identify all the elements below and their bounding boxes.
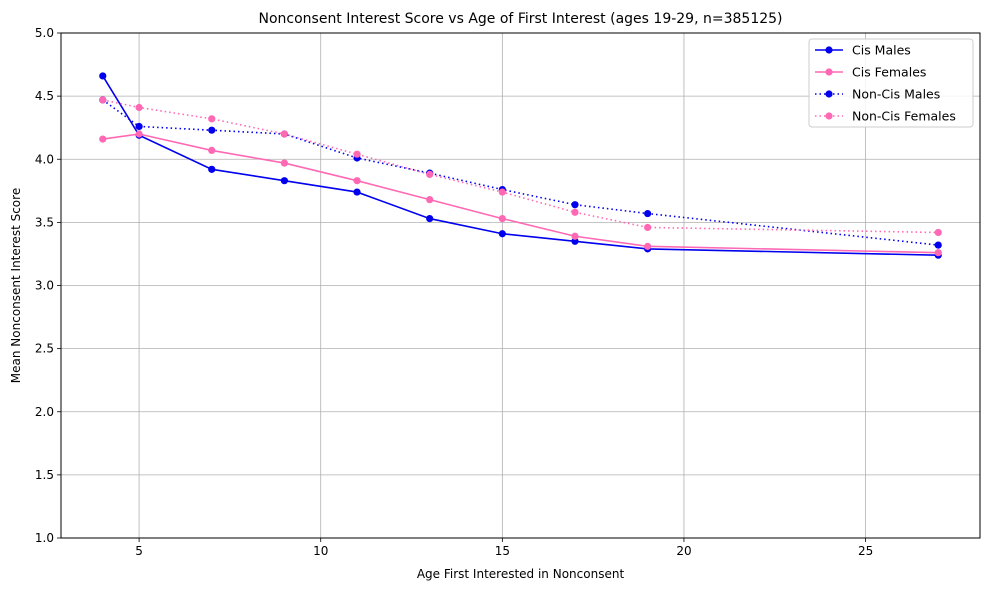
data-point-cis-females <box>135 130 143 138</box>
data-point-cis-females <box>426 196 434 204</box>
series-layer <box>99 72 942 259</box>
data-point-non-cis-females <box>280 130 288 138</box>
legend-marker-cis-males <box>825 46 833 54</box>
data-point-non-cis-females <box>99 96 107 104</box>
series-cis-females <box>99 130 942 257</box>
data-point-non-cis-males <box>135 122 143 131</box>
legend-marker-non-cis-females <box>825 112 833 120</box>
legend: Cis Males Cis Females Non-Cis Males Non-Cis… <box>808 38 974 128</box>
data-point-non-cis-females <box>208 115 216 123</box>
legend-label-cis-females: Cis Females <box>852 65 926 80</box>
legend-entry-cis-females: Cis Females <box>815 65 926 80</box>
legend-entry-non-cis-males: Non-Cis Males <box>815 87 940 102</box>
data-point-non-cis-males <box>571 201 579 209</box>
data-point-cis-females <box>99 135 107 143</box>
y-tick-label: 2.0 <box>35 405 54 419</box>
series-line-cis-males <box>102 75 939 256</box>
series-line-non-cis-females <box>102 99 939 234</box>
legend-marker-cis-females <box>825 68 833 76</box>
legend-label-non-cis-males: Non-Cis Males <box>852 87 940 102</box>
data-point-non-cis-males <box>208 126 216 134</box>
data-point-non-cis-females <box>571 208 579 216</box>
legend-label-cis-males: Cis Males <box>852 43 911 58</box>
data-point-cis-males <box>571 237 579 245</box>
legend-entry-cis-males: Cis Males <box>815 43 911 58</box>
series-line-cis-females <box>102 133 939 254</box>
y-tick-label: 1.0 <box>35 531 54 545</box>
data-point-cis-males <box>353 188 361 196</box>
ticks: 5 10 15 20 25 1.0 1.5 2.0 2.5 3.0 3.5 4.0 4.5 5.0 <box>35 26 873 558</box>
data-point-cis-males <box>498 230 506 238</box>
data-point-cis-males <box>280 177 288 185</box>
data-point-cis-males <box>426 214 434 223</box>
y-axis-label: Mean Nonconsent Interest Score <box>9 188 23 383</box>
data-point-cis-females <box>934 249 942 257</box>
data-point-cis-females <box>498 214 506 223</box>
data-point-cis-males <box>208 165 216 173</box>
x-tick-label: 10 <box>313 544 328 558</box>
data-point-cis-males <box>99 72 107 80</box>
y-tick-label: 1.5 <box>35 468 54 482</box>
data-point-non-cis-females <box>644 223 652 232</box>
data-point-non-cis-females <box>498 188 506 196</box>
y-tick-label: 4.0 <box>35 152 54 166</box>
x-tick-label: 25 <box>858 544 873 558</box>
data-point-cis-females <box>208 146 216 155</box>
y-tick-label: 5.0 <box>35 26 54 40</box>
data-point-non-cis-females <box>426 170 434 178</box>
data-point-cis-females <box>644 242 652 250</box>
y-tick-label: 2.5 <box>35 342 54 356</box>
data-point-non-cis-females <box>135 103 143 112</box>
y-tick-label: 3.5 <box>35 215 54 229</box>
legend-box <box>808 38 974 128</box>
x-tick-label: 15 <box>495 544 510 558</box>
x-tick-label: 20 <box>676 544 691 558</box>
data-point-cis-females <box>280 159 288 167</box>
x-tick-label: 5 <box>135 544 143 558</box>
legend-label-non-cis-females: Non-Cis Females <box>852 109 956 124</box>
data-point-cis-females <box>353 177 361 185</box>
series-line-non-cis-males <box>102 99 939 246</box>
y-tick-label: 4.5 <box>35 89 54 103</box>
legend-marker-non-cis-males <box>825 90 833 98</box>
data-point-non-cis-males <box>934 241 942 249</box>
data-point-non-cis-females <box>934 228 942 237</box>
series-cis-males <box>99 72 942 259</box>
data-point-non-cis-males <box>644 209 652 218</box>
data-point-non-cis-females <box>353 150 361 158</box>
chart-title: Nonconsent Interest Score vs Age of Firs… <box>258 11 782 27</box>
legend-entry-non-cis-females: Non-Cis Females <box>815 109 956 124</box>
series-non-cis-females <box>99 96 942 237</box>
y-tick-label: 3.0 <box>35 279 54 293</box>
x-axis-label: Age First Interested in Nonconsent <box>417 567 625 581</box>
data-point-cis-females <box>571 232 579 240</box>
